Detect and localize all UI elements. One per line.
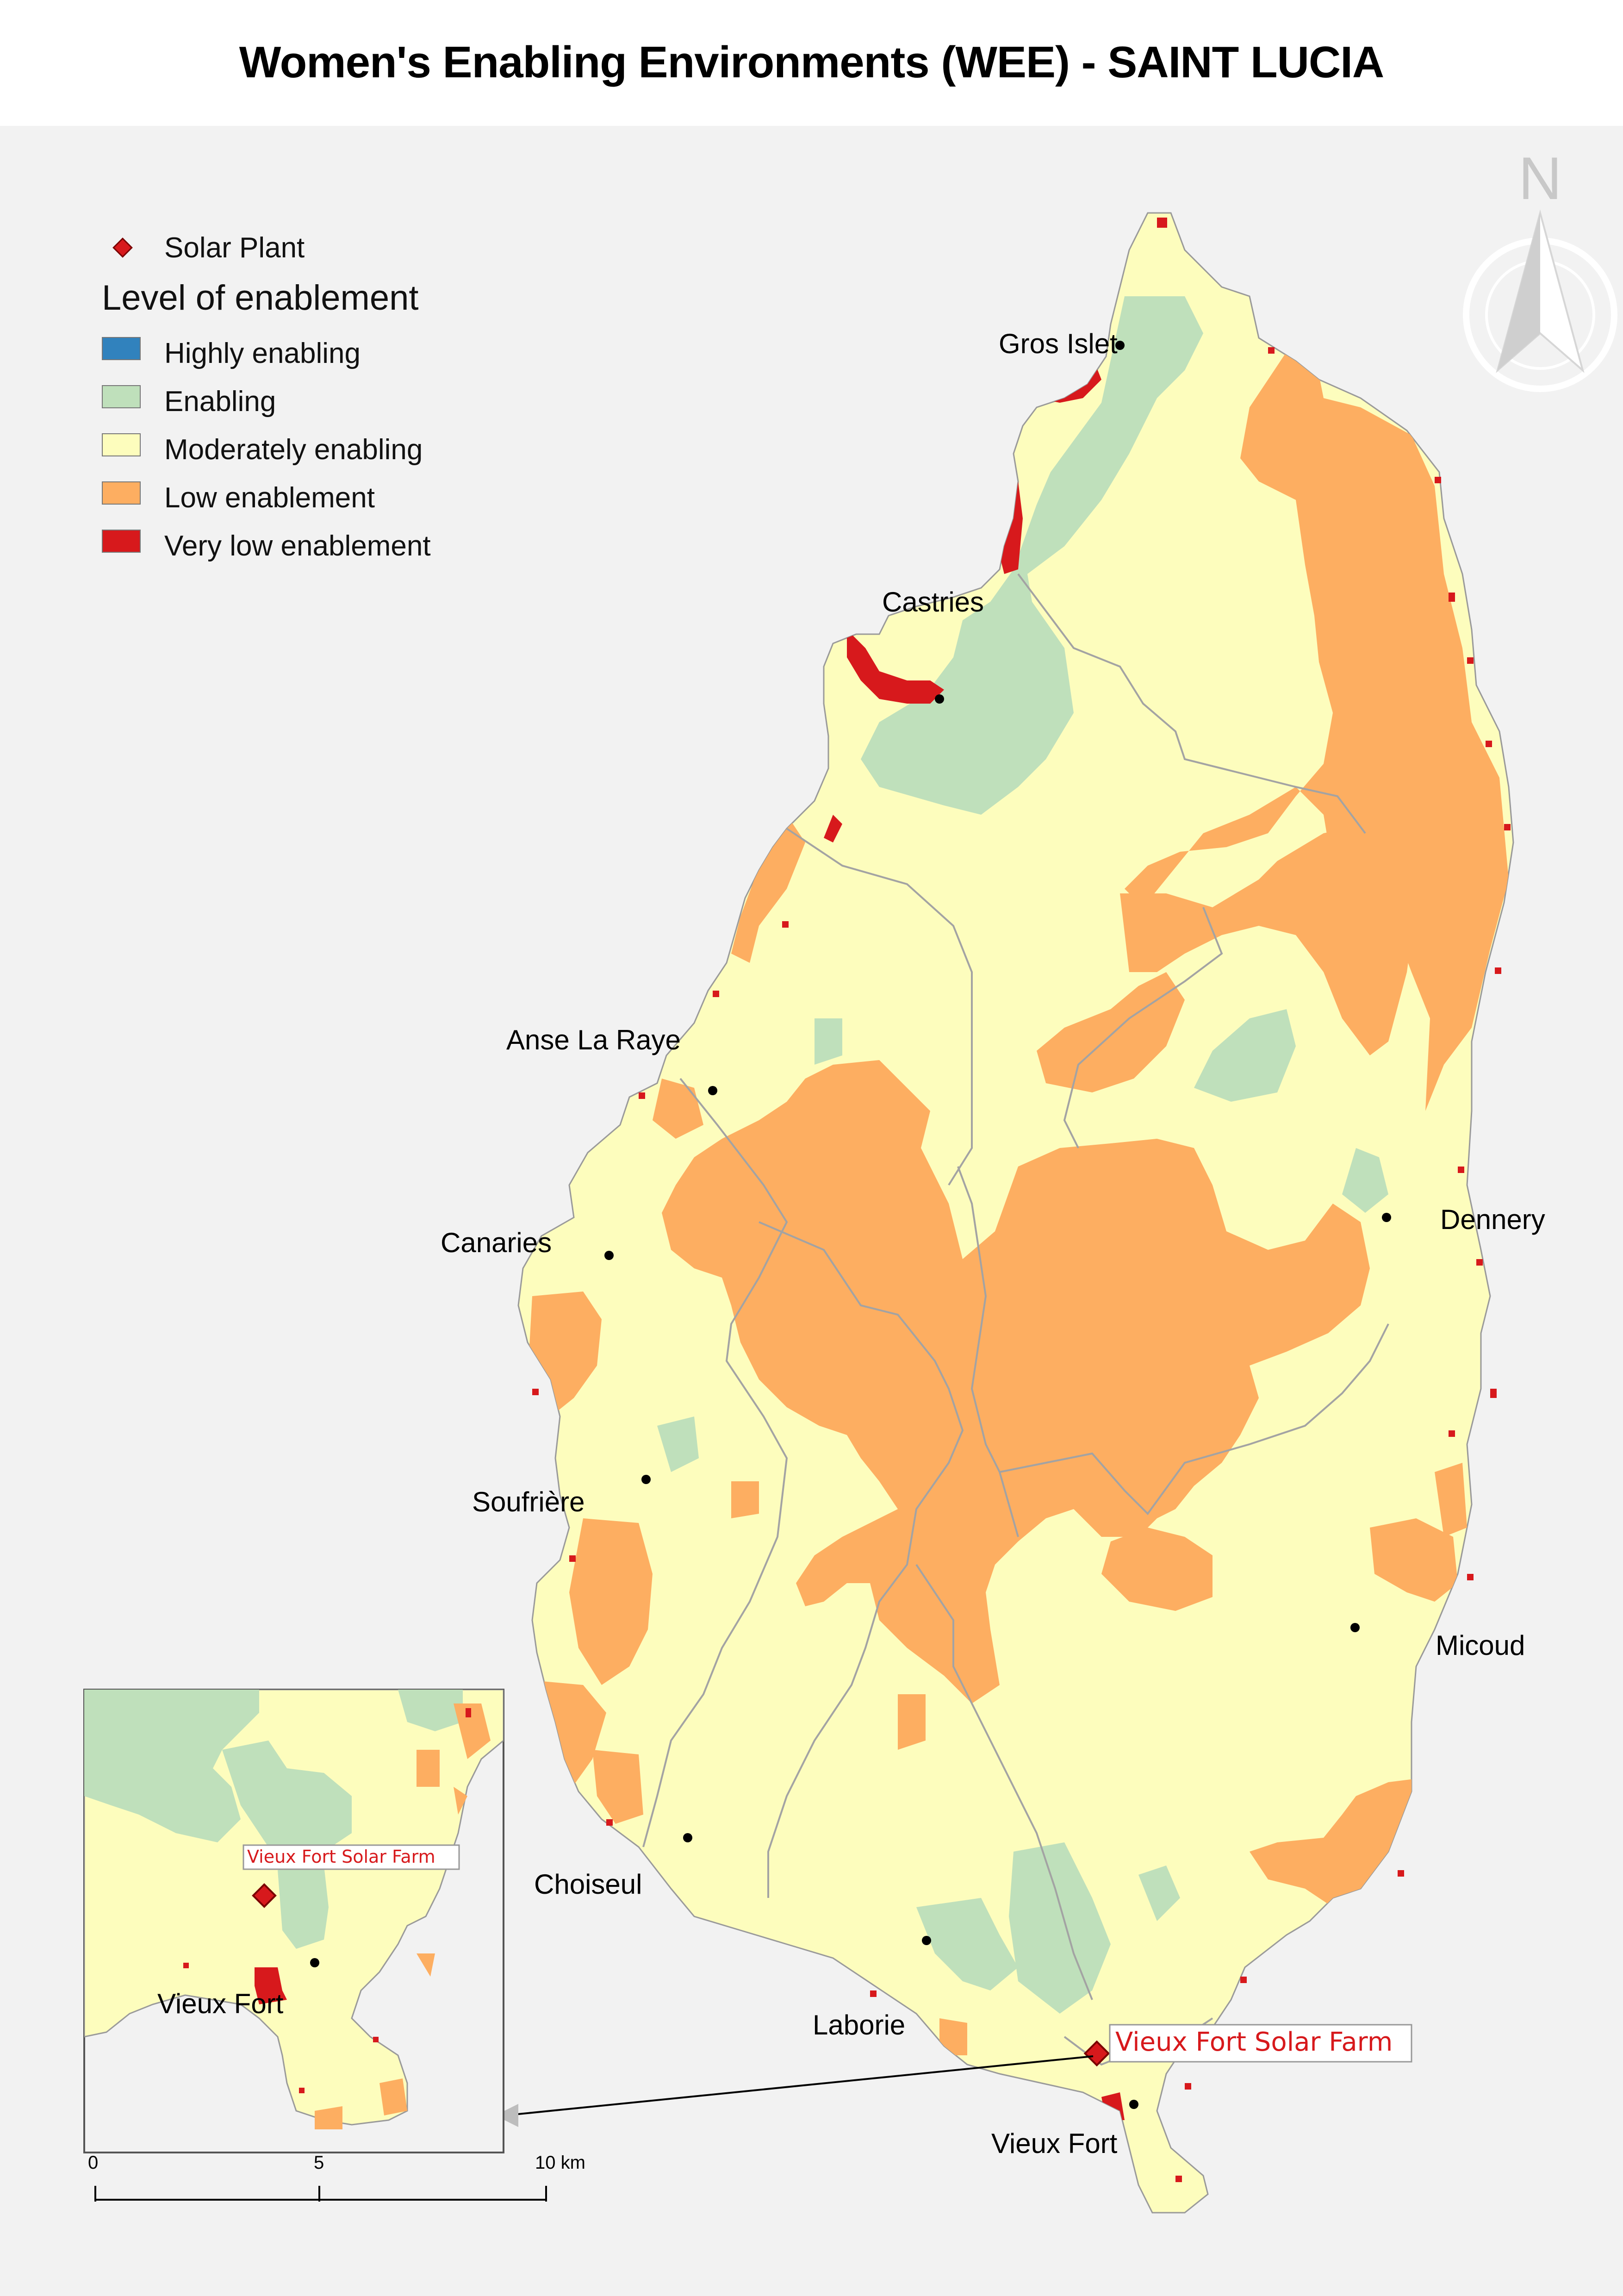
town-dot-castries xyxy=(935,694,944,704)
legend-label: Low enablement xyxy=(164,482,375,514)
town-dot-choiseul xyxy=(683,1833,692,1842)
legend-heading: Level of enablement xyxy=(102,278,419,318)
inset-arrow-icon xyxy=(495,2104,518,2127)
place-label-soufriere: Soufrière xyxy=(472,1486,585,1517)
low-enablement-zones xyxy=(528,352,1509,2055)
town-markers xyxy=(604,341,1391,2109)
town-dot-laborie xyxy=(922,1936,931,1945)
place-label-castries: Castries xyxy=(882,586,984,618)
town-dot-vieux-fort xyxy=(1129,2100,1138,2109)
solar-farm-label-box xyxy=(1109,2024,1412,2063)
town-dot-dennery xyxy=(1382,1213,1391,1222)
inset-solar-label-box xyxy=(243,1844,460,1870)
place-label-laborie: Laborie xyxy=(813,2009,906,2040)
place-label-dennery: Dennery xyxy=(1440,1204,1545,1235)
scale-bar xyxy=(94,2186,547,2202)
coastal-specks xyxy=(532,218,1511,2182)
town-dot-canaries xyxy=(604,1251,614,1260)
inset-solar-farm-label: Vieux Fort Solar Farm xyxy=(247,1847,435,1867)
north-arrow-icon xyxy=(1463,209,1617,392)
place-label-anse-la-raye: Anse La Raye xyxy=(506,1024,681,1055)
scale-label-10km: 10 km xyxy=(535,2152,585,2173)
scale-label-0: 0 xyxy=(88,2152,99,2173)
legend-label: Moderately enabling xyxy=(164,434,423,466)
legend-swatch xyxy=(102,385,141,408)
town-dot-micoud xyxy=(1350,1623,1360,1632)
enabling-zones xyxy=(657,296,1388,2014)
inset-map[interactable]: Vieux Fort Solar Farm xyxy=(83,1689,504,2153)
legend-label: Very low enablement xyxy=(164,530,431,562)
inset-place-label-vieux-fort: Vieux Fort xyxy=(157,1988,284,2019)
town-dot-anse-la-raye xyxy=(708,1086,717,1095)
legend-swatch xyxy=(102,433,141,456)
legend-label: Enabling xyxy=(164,386,276,418)
scale-label-5: 5 xyxy=(314,2152,324,2173)
place-label-micoud: Micoud xyxy=(1436,1630,1525,1661)
solar-plant-icon xyxy=(112,237,133,258)
north-label: N xyxy=(1518,144,1562,212)
legend-swatch xyxy=(102,481,141,505)
inset-town-dot-vieux-fort xyxy=(310,1958,319,1967)
legend-solar-label: Solar Plant xyxy=(164,232,305,264)
legend-swatch xyxy=(102,530,141,553)
solar-plant-marker[interactable] xyxy=(1083,2040,1110,2067)
solar-farm-label: Vieux Fort Solar Farm xyxy=(1115,2027,1393,2057)
island xyxy=(517,212,1514,2214)
town-dot-gros-islet xyxy=(1115,341,1125,350)
legend-label: Highly enabling xyxy=(164,337,361,369)
place-label-choiseul: Choiseul xyxy=(534,1869,642,1900)
place-label-vieux-fort: Vieux Fort xyxy=(991,2128,1118,2159)
map-title: Women's Enabling Environments (WEE) - SA… xyxy=(239,37,1384,87)
inset-solar-plant-marker xyxy=(252,1883,277,1908)
inset-leader-line xyxy=(513,2055,1094,2115)
title-bar xyxy=(0,0,1623,126)
place-label-canaries: Canaries xyxy=(441,1227,552,1258)
town-dot-soufriere xyxy=(641,1475,651,1484)
legend-swatch xyxy=(102,337,141,360)
place-label-gros-islet: Gros Islet xyxy=(999,328,1118,359)
